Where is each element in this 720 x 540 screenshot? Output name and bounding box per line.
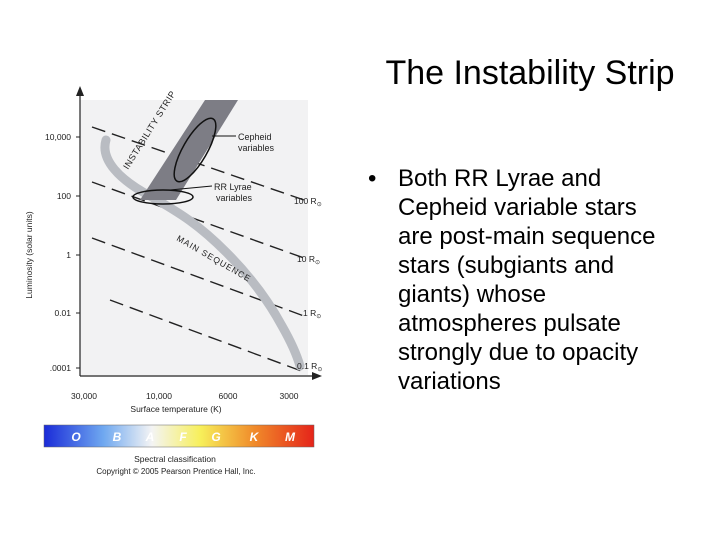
rr-lyrae-ellipse: [132, 189, 194, 205]
bullet-text: Both RR Lyrae and Cepheid variable stars…: [398, 165, 656, 395]
spectral-class-g: G: [211, 430, 220, 444]
copyright-line: Copyright © 2005 Pearson Prentice Hall, …: [96, 467, 255, 476]
rr-lyrae-label-line1: RR Lyrae: [214, 182, 252, 192]
y-axis-arrow: [76, 86, 84, 96]
x-axis-title: Surface temperature (K): [130, 404, 221, 414]
spectral-class-f: F: [179, 430, 187, 444]
x-tick-label: 10,000: [146, 391, 172, 401]
bullet-marker: •: [368, 165, 377, 192]
spectral-class-m: M: [285, 430, 296, 444]
spectral-bar: [43, 424, 315, 448]
bullet-item: • Both RR Lyrae and Cepheid variable sta…: [368, 164, 708, 396]
radius-label-10: 10 R⊙: [297, 254, 320, 266]
x-tick-label: 6000: [219, 391, 238, 401]
y-tick-label: 10,000: [45, 132, 71, 142]
y-tick-label: 0.01: [54, 308, 71, 318]
cepheid-ellipse: [173, 117, 217, 183]
radius-label-1: 1 R⊙: [303, 308, 321, 320]
y-tick-marks: [76, 136, 80, 369]
spectral-caption: Spectral classification: [134, 454, 216, 464]
spectral-class-k: K: [250, 430, 260, 444]
cepheid-label-line1: Cepheid: [238, 132, 272, 142]
spectral-class-b: B: [113, 430, 122, 444]
radius-label-0-1: 0.1 R⊙: [297, 361, 322, 373]
radius-label-100: 100 R⊙: [294, 196, 322, 208]
y-tick-label: .0001: [50, 363, 72, 373]
cepheid-label-line2: variables: [238, 143, 275, 153]
spectral-class-a: A: [145, 430, 155, 444]
instability-strip: [140, 100, 238, 200]
slide-title: The Instability Strip: [385, 54, 675, 92]
x-axis-arrow: [312, 372, 322, 380]
rr-lyrae-label-line2: variables: [216, 193, 253, 203]
y-tick-label: 100: [57, 191, 71, 201]
spectral-letters: O B A F G K M: [71, 430, 296, 444]
hr-diagram: INSTABILITY STRIP MAIN SEQUENCE Cepheid …: [24, 86, 322, 476]
rr-lyrae-leader: [169, 185, 213, 191]
x-tick-label: 30,000: [71, 391, 97, 401]
y-axis-title: Luminosity (solar units): [24, 211, 34, 299]
y-tick-label: 1: [66, 250, 71, 260]
spectral-class-o: O: [71, 430, 81, 444]
x-tick-label: 3000: [280, 391, 299, 401]
main-sequence-band: [100, 135, 305, 371]
